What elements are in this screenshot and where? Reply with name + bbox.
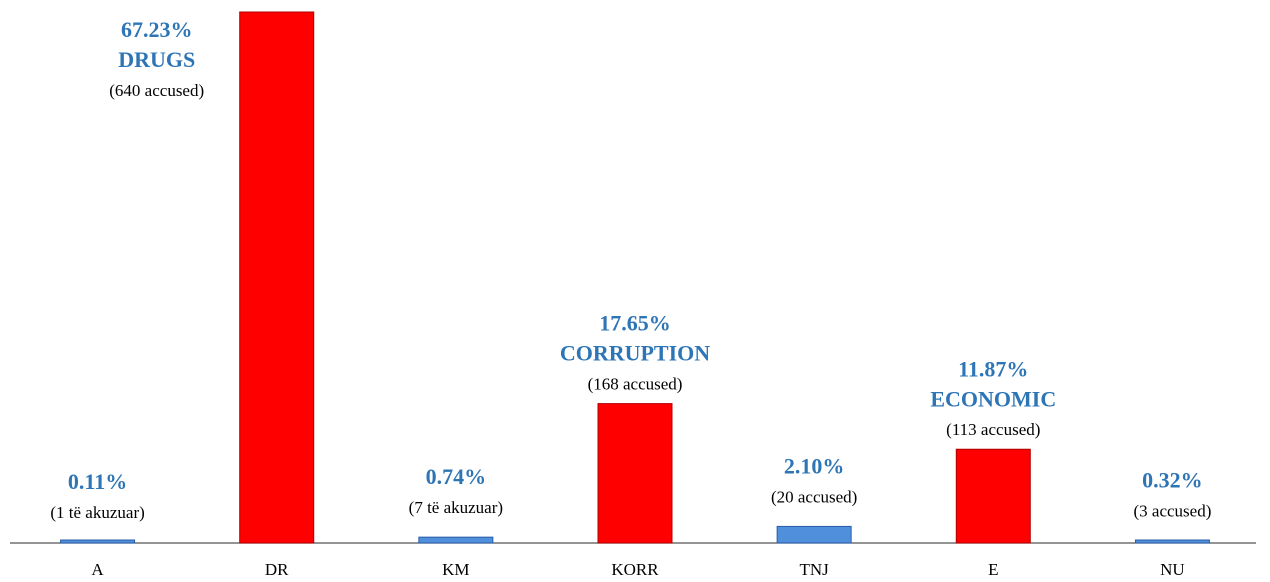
value-label: 67.23%	[121, 17, 193, 42]
count-label: (3 accused)	[1133, 501, 1211, 520]
count-label: (168 accused)	[588, 375, 683, 394]
count-label: (1 të akuzuar)	[50, 503, 144, 522]
x-tick-label: DR	[265, 560, 289, 579]
bar	[955, 448, 1031, 544]
bar	[60, 539, 136, 544]
count-label: (113 accused)	[946, 420, 1040, 439]
value-label: 0.74%	[426, 464, 487, 489]
count-label: (7 të akuzuar)	[409, 498, 503, 517]
bar	[239, 11, 315, 544]
x-tick-label: KORR	[611, 560, 659, 579]
bar	[597, 403, 673, 544]
x-tick-label: E	[988, 560, 998, 579]
count-label: (640 accused)	[109, 81, 204, 100]
value-label: 11.87%	[958, 356, 1028, 381]
x-tick-label: NU	[1160, 560, 1185, 579]
x-tick-label: A	[91, 560, 104, 579]
value-label: 0.11%	[68, 469, 127, 494]
value-label: 0.32%	[1142, 468, 1203, 493]
bar	[418, 536, 494, 544]
category-name: DRUGS	[118, 47, 195, 72]
bar	[1134, 539, 1210, 544]
count-label: (20 accused)	[771, 487, 857, 506]
category-name: CORRUPTION	[560, 341, 710, 366]
category-name: ECONOMIC	[930, 386, 1056, 411]
bar	[776, 525, 852, 544]
x-tick-label: TNJ	[800, 560, 830, 579]
x-tick-label: KM	[442, 560, 469, 579]
value-label: 2.10%	[784, 453, 845, 478]
value-label: 17.65%	[599, 311, 671, 336]
